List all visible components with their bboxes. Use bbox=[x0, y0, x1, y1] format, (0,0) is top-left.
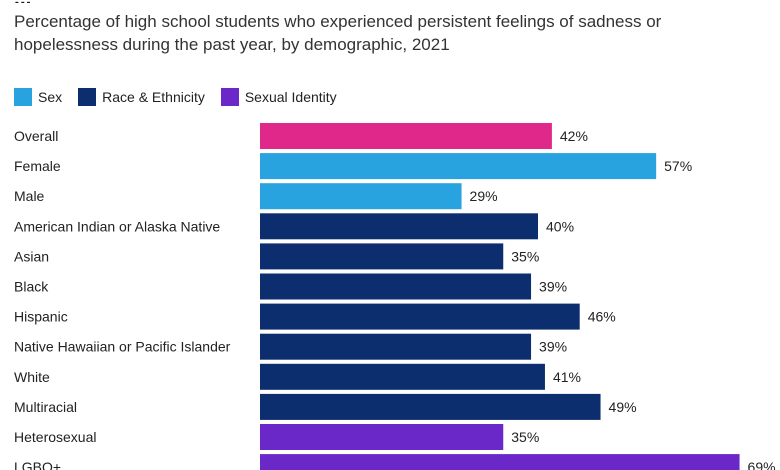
value-label-overall: 42% bbox=[560, 128, 588, 144]
category-label-american-indian-or-alaska-native: American Indian or Alaska Native bbox=[14, 218, 220, 234]
legend-item-sexual-identity: Sexual Identity bbox=[220, 88, 337, 106]
category-label-lgbq: LGBQ+ bbox=[14, 459, 61, 470]
category-label-asian: Asian bbox=[14, 248, 49, 264]
category-label-hispanic: Hispanic bbox=[14, 309, 68, 325]
category-label-male: Male bbox=[14, 188, 45, 204]
value-label-heterosexual: 35% bbox=[511, 429, 539, 445]
legend-swatch-sex bbox=[14, 88, 32, 106]
value-label-lgbq: 69% bbox=[748, 459, 776, 470]
bar-american-indian-or-alaska-native bbox=[260, 213, 538, 240]
category-label-heterosexual: Heterosexual bbox=[14, 429, 97, 445]
chart-subtitle: Percentage of high school students who e… bbox=[14, 12, 662, 54]
bar-multiracial bbox=[260, 393, 601, 420]
legend-label-sexual-identity: Sexual Identity bbox=[244, 89, 337, 105]
bar-lgbq bbox=[260, 454, 740, 470]
bar-overall bbox=[260, 123, 552, 149]
bar-hispanic bbox=[260, 303, 580, 330]
bar-male bbox=[260, 183, 462, 210]
category-label-white: White bbox=[14, 369, 50, 385]
value-label-female: 57% bbox=[664, 158, 692, 174]
bar-asian bbox=[260, 243, 504, 270]
value-label-american-indian-or-alaska-native: 40% bbox=[546, 218, 574, 234]
category-label-black: Black bbox=[14, 279, 49, 295]
bar-white bbox=[260, 363, 545, 390]
legend-label-race-ethnicity: Race & Ethnicity bbox=[102, 89, 205, 105]
legend-swatch-sexual-identity bbox=[220, 88, 239, 106]
value-label-male: 29% bbox=[470, 188, 498, 204]
legend: Sex Race & Ethnicity Sexual Identity bbox=[14, 88, 353, 106]
value-label-white: 41% bbox=[553, 369, 581, 385]
legend-item-sex: Sex bbox=[14, 88, 62, 106]
legend-label-sex: Sex bbox=[38, 89, 63, 105]
value-label-hispanic: 46% bbox=[588, 309, 616, 325]
legend-swatch-race-ethnicity bbox=[78, 88, 97, 106]
legend-item-race-ethnicity: Race & Ethnicity bbox=[78, 88, 205, 106]
bar-female bbox=[260, 153, 657, 180]
value-label-asian: 35% bbox=[511, 248, 539, 264]
value-label-multiracial: 49% bbox=[609, 399, 637, 415]
bar-native-hawaiian-or-pacific-islander bbox=[260, 333, 532, 360]
category-label-native-hawaiian-or-pacific-islander: Native Hawaiian or Pacific Islander bbox=[14, 339, 231, 355]
chart-title-partial: ... bbox=[14, 0, 32, 3]
value-label-black: 39% bbox=[539, 279, 567, 295]
category-label-female: Female bbox=[14, 158, 61, 174]
category-label-overall: Overall bbox=[14, 128, 58, 144]
category-label-multiracial: Multiracial bbox=[14, 399, 77, 415]
bar-heterosexual bbox=[260, 424, 504, 450]
value-label-native-hawaiian-or-pacific-islander: 39% bbox=[539, 339, 567, 355]
bar-black bbox=[260, 273, 532, 300]
